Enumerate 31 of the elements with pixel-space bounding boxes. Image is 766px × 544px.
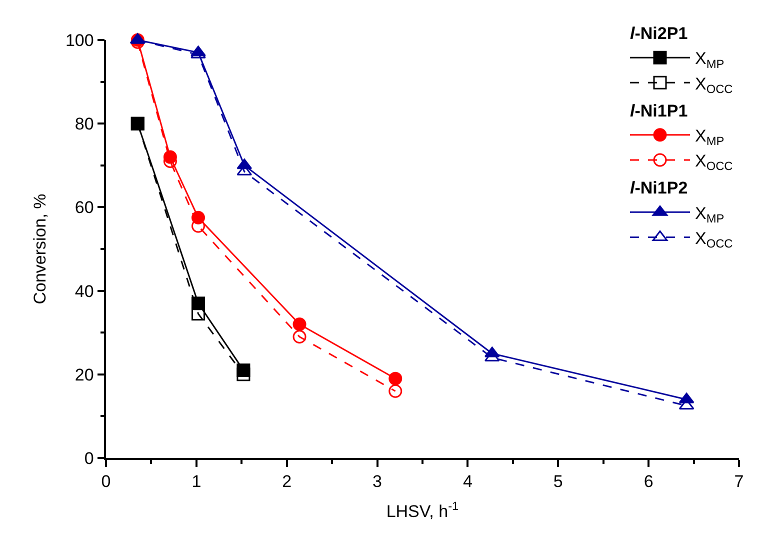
x-tick-label: 0 xyxy=(101,472,111,492)
y-tick-label: 80 xyxy=(74,114,94,134)
x-tick-label: 2 xyxy=(282,472,292,492)
annotation: l-Ni1P2 xyxy=(630,178,688,198)
legend-label: X$_{OCC}$ xyxy=(695,74,734,96)
point xyxy=(191,307,205,321)
y-tick-label: 60 xyxy=(74,198,94,218)
point xyxy=(388,384,402,398)
x-tick-label: 3 xyxy=(372,472,382,492)
x-tick-label: 6 xyxy=(644,472,654,492)
legend-label: X$_{MP}$ xyxy=(695,49,724,71)
x-tick-label: 7 xyxy=(734,472,744,492)
point xyxy=(292,330,306,344)
y-tick-label: 20 xyxy=(74,365,94,384)
point xyxy=(236,368,250,382)
x-tick-label: 5 xyxy=(553,472,563,492)
legend-label: X$_{OCC}$ xyxy=(695,228,734,250)
y-tick-label: 40 xyxy=(74,282,94,301)
annotation: l-Ni2P1 xyxy=(630,24,688,44)
annotation: l-Ni1P1 xyxy=(630,101,688,120)
point xyxy=(292,317,306,331)
legend-label: X$_{OCC}$ xyxy=(695,152,734,174)
y-tick-label: 0 xyxy=(84,448,94,468)
x-tick-label: 4 xyxy=(462,472,472,492)
x-axis-title: LHSV, h$^{-1}$ xyxy=(386,498,460,522)
legend-label: X$_{MP}$ xyxy=(695,204,724,226)
legend-label: X$_{MP}$ xyxy=(695,126,724,148)
point xyxy=(388,372,402,386)
y-axis-title: Conversion, % xyxy=(30,194,50,304)
x-tick-label: 1 xyxy=(192,472,202,492)
y-tick-label: 100 xyxy=(65,30,94,50)
